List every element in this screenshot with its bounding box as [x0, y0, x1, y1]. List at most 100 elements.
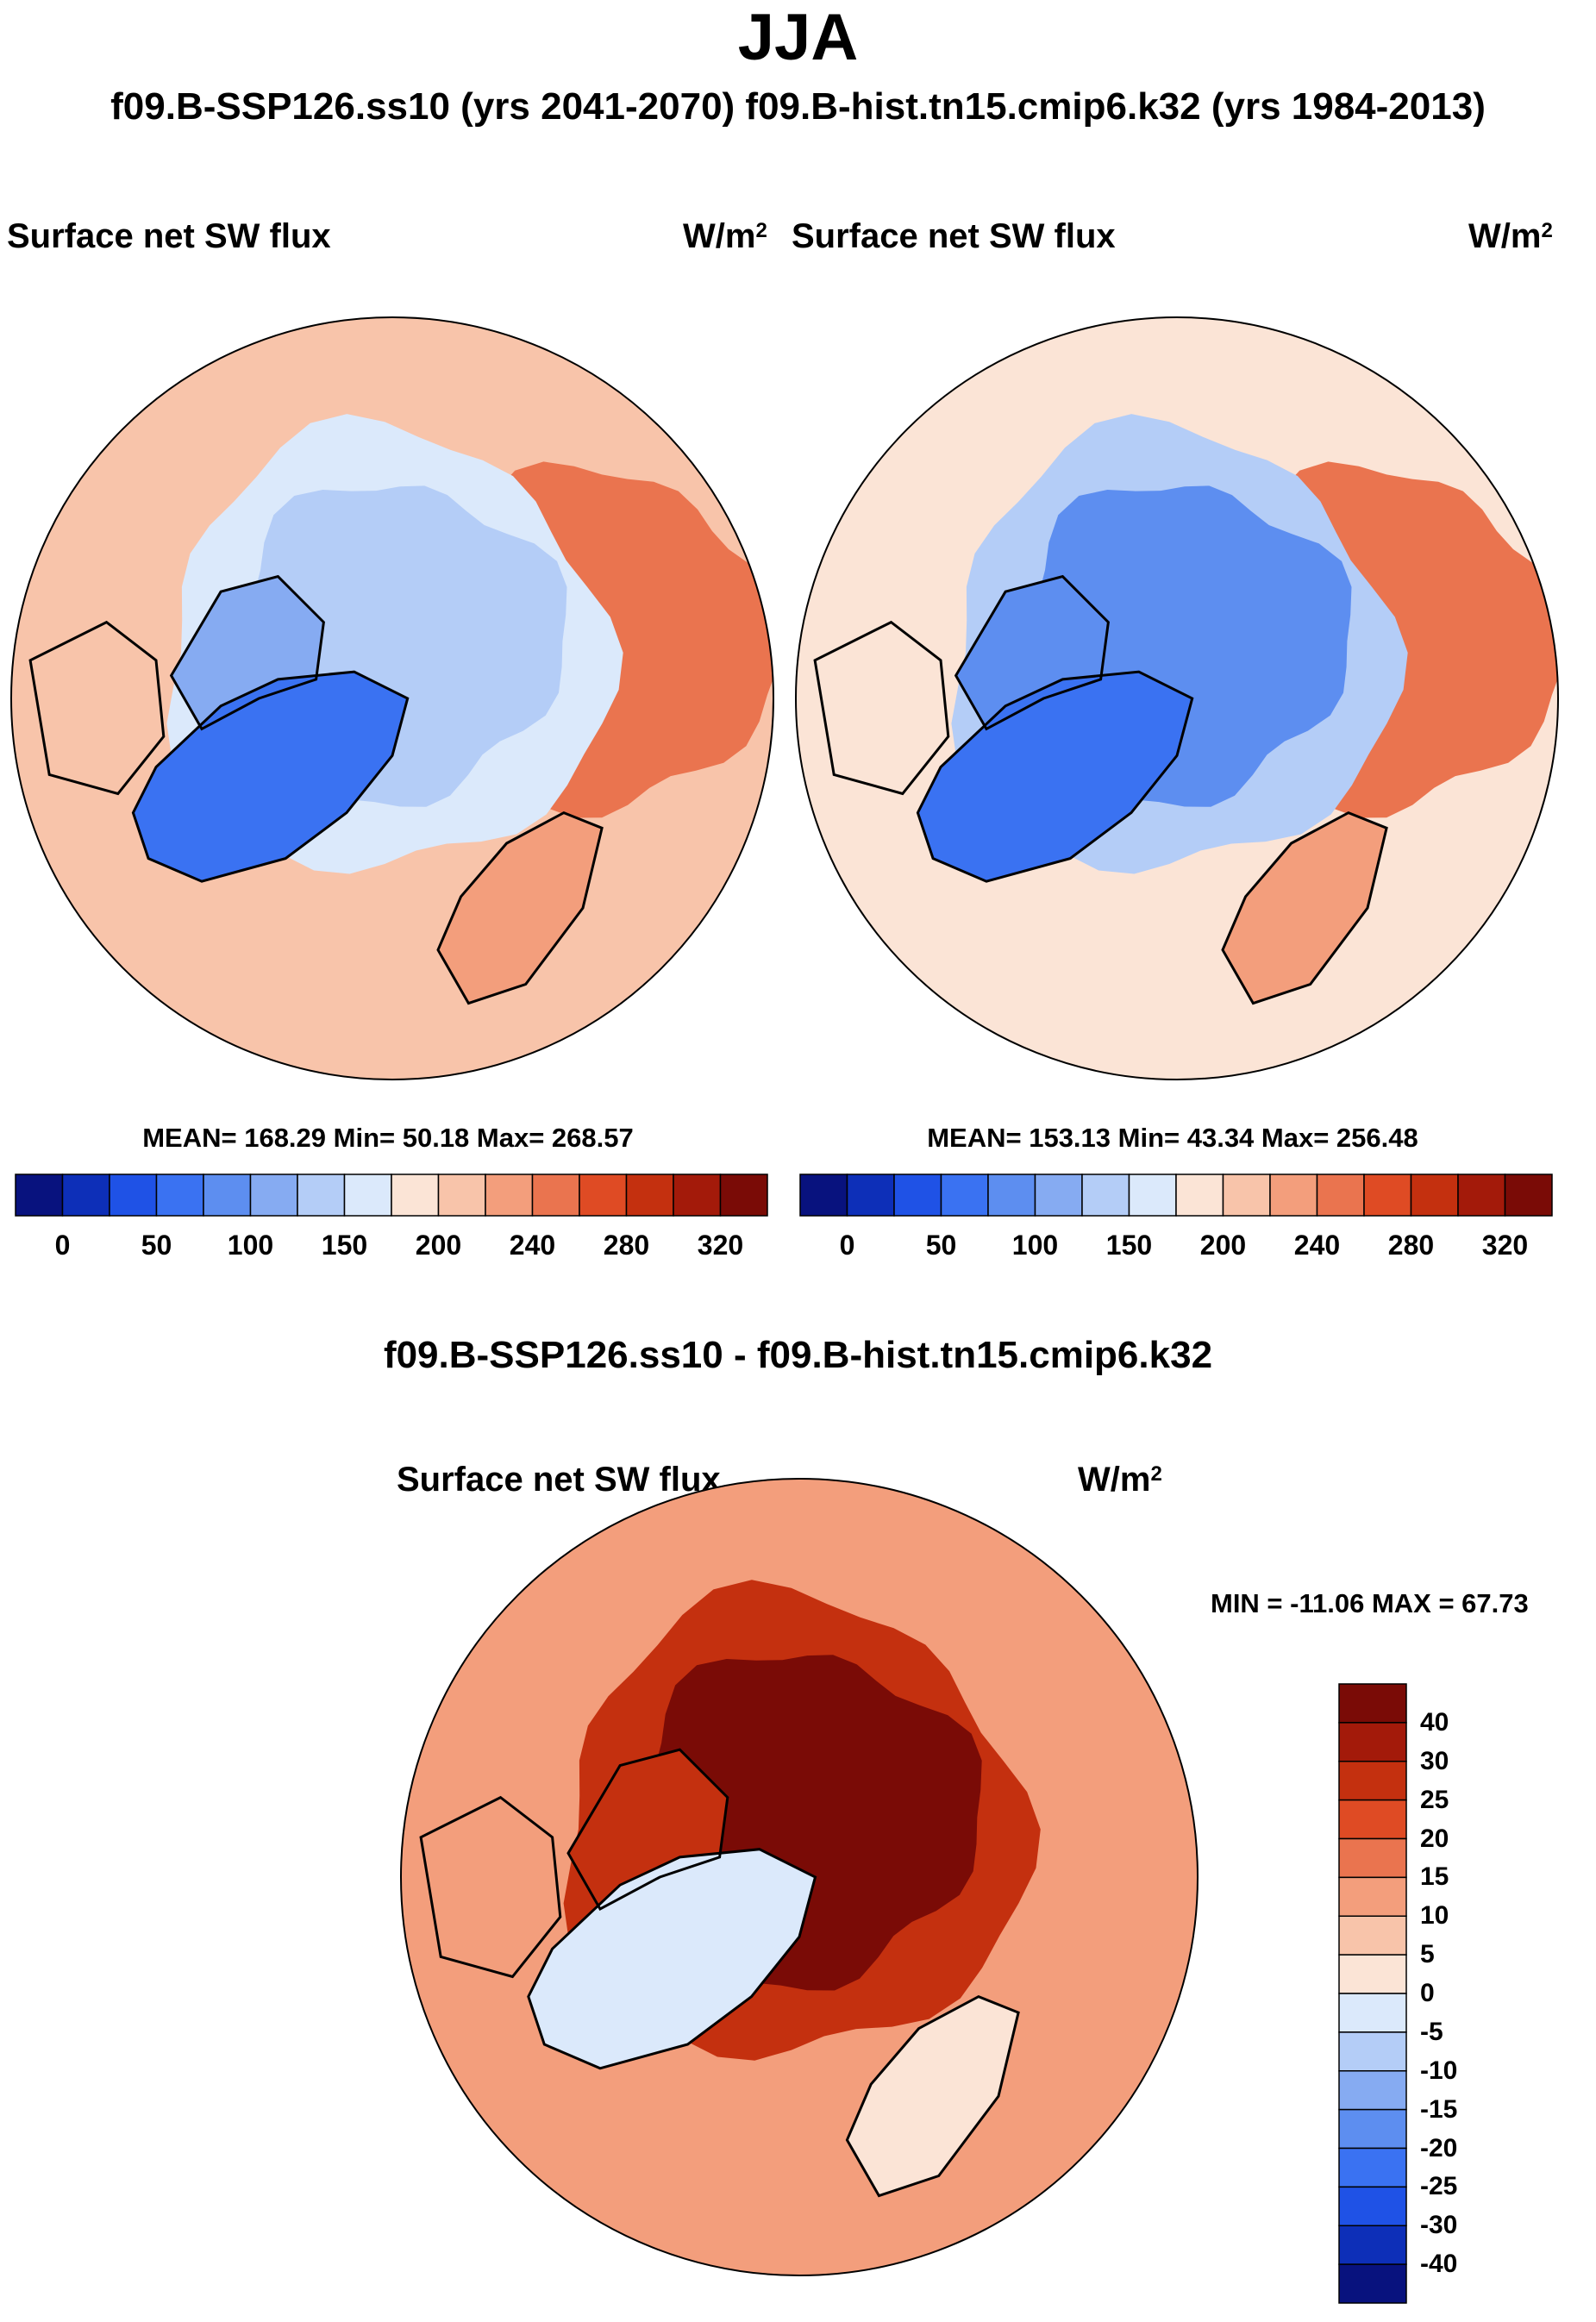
colorbar-box: [61, 1174, 110, 1217]
colorbar-tick-label: 15: [1420, 1862, 1449, 1892]
panel2-title: Surface net SW flux: [792, 217, 1116, 255]
colorbar-box: [203, 1174, 252, 1217]
colorbar-tick-label: 200: [415, 1230, 462, 1261]
colorbar-box: [1338, 1683, 1407, 1724]
colorbar-box: [673, 1174, 722, 1217]
panel2-polar-map: [795, 316, 1559, 1080]
europe-land-field: [847, 1996, 1019, 2196]
panel2-stats: MEAN= 153.13 Min= 43.34 Max= 256.48: [927, 1123, 1418, 1153]
colorbar-box: [893, 1174, 942, 1217]
colorbar-box: [940, 1174, 989, 1217]
colorbar-box: [437, 1174, 486, 1217]
colorbar-tick-label: 50: [925, 1230, 957, 1261]
europe-land-field: [438, 812, 603, 1004]
archipelago-field: [955, 576, 1109, 729]
panel3-polar-map: [400, 1478, 1199, 2276]
colorbar-tick-label: 100: [227, 1230, 274, 1261]
colorbar-box: [1363, 1174, 1412, 1217]
panel1-stats: MEAN= 168.29 Min= 50.18 Max= 268.57: [142, 1123, 634, 1153]
colorbar-tick-label: 280: [1387, 1230, 1435, 1261]
colorbar-tick-label: 320: [1481, 1230, 1529, 1261]
colorbar-tick-label: 150: [321, 1230, 368, 1261]
figure-cases-header: f09.B-SSP126.ss10 (yrs 2041-2070) f09.B-…: [110, 85, 1486, 128]
colorbar-box: [343, 1174, 392, 1217]
colorbar-tick-label: -15: [1420, 2094, 1458, 2124]
colorbar-tick-label: 200: [1199, 1230, 1247, 1261]
colorbar-tick-label: 5: [1420, 1940, 1435, 1969]
europe-coastline: [436, 811, 604, 1005]
colorbar-tick-label: 150: [1105, 1230, 1153, 1261]
colorbar-box: [1175, 1174, 1224, 1217]
colorbar-box: [531, 1174, 580, 1217]
colorbar-box: [1338, 1993, 1407, 2033]
colorbar-box: [1222, 1174, 1271, 1217]
colorbar-tick-label: -40: [1420, 2250, 1458, 2279]
colorbar-box: [719, 1174, 768, 1217]
colorbar-box: [249, 1174, 298, 1217]
panel3-title: Surface net SW flux: [397, 1461, 721, 1499]
north-america-coastline: [813, 620, 950, 796]
panel3-colorbar: [1338, 1683, 1407, 2304]
panel3-units: W/m2: [1078, 1461, 1162, 1499]
colorbar-box: [1457, 1174, 1506, 1217]
colorbar-box: [1081, 1174, 1130, 1217]
colorbar-tick-label: -25: [1420, 2172, 1458, 2201]
colorbar-box: [1504, 1174, 1553, 1217]
map-border: [10, 316, 774, 1080]
colorbar-box: [987, 1174, 1036, 1217]
colorbar-box: [1338, 1837, 1407, 1879]
figure-season-title: JJA: [737, 1, 859, 74]
colorbar-box: [1338, 2070, 1407, 2111]
colorbar-tick-label: 280: [603, 1230, 650, 1261]
colorbar-tick-label: 0: [839, 1230, 855, 1261]
colorbar-box: [1410, 1174, 1459, 1217]
colorbar-tick-label: -30: [1420, 2211, 1458, 2240]
colorbar-tick-label: 20: [1420, 1824, 1449, 1853]
colorbar-tick-label: -20: [1420, 2133, 1458, 2162]
colorbar-tick-label: -10: [1420, 2056, 1458, 2085]
panel2-colorbar: [799, 1174, 1553, 1217]
colorbar-box: [1338, 2225, 1407, 2265]
colorbar-tick-label: 320: [697, 1230, 744, 1261]
north-america-coastline: [28, 620, 166, 796]
greenland-coastline: [916, 670, 1194, 883]
archipelago-field: [568, 1749, 728, 1909]
greenland-coastline: [131, 670, 410, 883]
colorbar-box: [1338, 1915, 1407, 1956]
panel1-polar-map: [10, 316, 774, 1080]
archipelago-coastline: [566, 1748, 729, 1912]
colorbar-tick-label: 40: [1420, 1707, 1449, 1737]
colorbar-box: [155, 1174, 204, 1217]
north-america-coastline: [419, 1795, 562, 1979]
colorbar-box: [1316, 1174, 1365, 1217]
colorbar-tick-label: 240: [1293, 1230, 1341, 1261]
europe-coastline: [1221, 811, 1388, 1005]
colorbar-tick-label: 10: [1420, 1901, 1449, 1931]
colorbar-tick-label: 100: [1011, 1230, 1059, 1261]
colorbar-box: [1338, 1876, 1407, 1917]
colorbar-box: [1338, 1954, 1407, 1994]
colorbar-box: [1034, 1174, 1083, 1217]
colorbar-box: [1128, 1174, 1177, 1217]
europe-coastline: [845, 1994, 1020, 2198]
colorbar-box: [1338, 2186, 1407, 2226]
archipelago-field: [171, 576, 324, 729]
colorbar-box: [1269, 1174, 1318, 1217]
archipelago-coastline: [954, 574, 1110, 731]
diff-header: f09.B-SSP126.ss10 - f09.B-hist.tn15.cmip…: [383, 1334, 1213, 1376]
colorbar-box: [1338, 2031, 1407, 2072]
colorbar-tick-label: -5: [1420, 2017, 1443, 2046]
colorbar-tick-label: 240: [509, 1230, 556, 1261]
colorbar-box: [1338, 2108, 1407, 2150]
colorbar-tick-label: 0: [54, 1230, 71, 1261]
colorbar-box: [485, 1174, 534, 1217]
colorbar-tick-label: 50: [141, 1230, 172, 1261]
colorbar-box: [15, 1174, 64, 1217]
colorbar-box: [625, 1174, 674, 1217]
colorbar-box: [1338, 2147, 1407, 2188]
panel2-units: W/m2: [1468, 217, 1553, 255]
panel1-title: Surface net SW flux: [7, 217, 331, 255]
colorbar-box: [1338, 1799, 1407, 1840]
colorbar-box: [579, 1174, 628, 1217]
map-border: [400, 1478, 1199, 2276]
